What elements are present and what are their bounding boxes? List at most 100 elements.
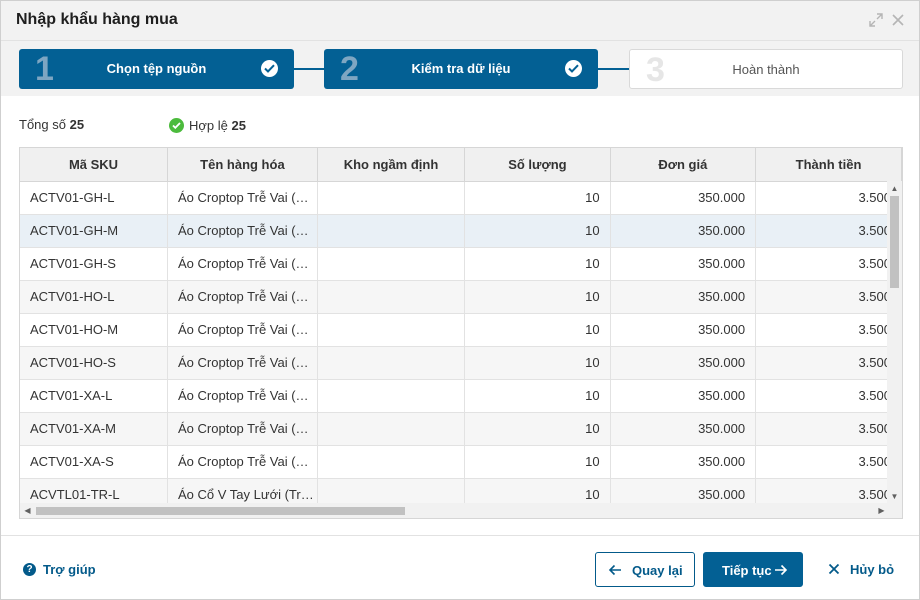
- step-check-data[interactable]: 2 Kiểm tra dữ liệu: [324, 49, 598, 89]
- quantity-cell: 10: [464, 379, 611, 413]
- amount-cell: 3.500: [755, 445, 902, 479]
- step-choose-source[interactable]: 1 Chọn tệp nguồn: [19, 49, 294, 89]
- warehouse-cell: [317, 379, 466, 413]
- warehouse-cell: [317, 412, 466, 446]
- quantity-cell: 10: [464, 214, 611, 248]
- amount-cell: 3.500: [755, 412, 902, 446]
- product-name-cell: Áo Croptop Trễ Vai (…: [167, 379, 318, 413]
- table-row[interactable]: ACTV01-XA-L Áo Croptop Trễ Vai (… 10 350.00…: [20, 379, 902, 413]
- unit-price-cell: 350.000: [610, 313, 757, 347]
- dialog-title: Nhập khẩu hàng mua: [16, 11, 178, 28]
- unit-price-cell: 350.000: [610, 379, 757, 413]
- scroll-left-arrow-icon[interactable]: ◀: [24, 506, 31, 515]
- back-button[interactable]: Quay lại: [595, 552, 695, 587]
- step-number: 2: [340, 50, 359, 88]
- horizontal-scroll-thumb[interactable]: [36, 507, 405, 515]
- cancel-button[interactable]: Hủy bỏ: [819, 552, 905, 587]
- total-label: Tổng số: [19, 117, 66, 132]
- product-name-cell: Áo Croptop Trễ Vai (…: [167, 280, 318, 314]
- unit-price-cell: 350.000: [610, 214, 757, 248]
- step-number: 1: [35, 50, 54, 88]
- amount-cell: 3.500: [755, 247, 902, 281]
- column-header-name[interactable]: Tên hàng hóa: [167, 148, 318, 182]
- column-header-sku[interactable]: Mã SKU: [20, 148, 169, 182]
- table-row[interactable]: ACTV01-HO-S Áo Croptop Trễ Vai (… 10 350.00…: [20, 346, 902, 380]
- table-row[interactable]: ACTV01-XA-S Áo Croptop Trễ Vai (… 10 350.00…: [20, 445, 902, 479]
- total-value: 25: [69, 117, 85, 132]
- step-connector: [598, 68, 629, 70]
- product-name-cell: Áo Croptop Trễ Vai (…: [167, 445, 318, 479]
- step-complete[interactable]: 3 Hoàn thành: [629, 49, 903, 89]
- help-label: Trợ giúp: [43, 562, 96, 577]
- unit-price-cell: 350.000: [610, 280, 757, 314]
- dialog-header: Nhập khẩu hàng mua: [1, 1, 919, 41]
- column-header-warehouse[interactable]: Kho ngầm định: [317, 148, 466, 182]
- sku-cell: ACTV01-GH-S: [20, 247, 169, 281]
- column-header-amount[interactable]: Thành tiền: [755, 148, 902, 182]
- step-connector: [294, 68, 324, 70]
- check-icon: [565, 60, 582, 77]
- vertical-scroll-thumb[interactable]: [890, 196, 899, 288]
- vertical-scrollbar[interactable]: ▲ ▼: [887, 181, 902, 504]
- product-name-cell: Áo Croptop Trễ Vai (…: [167, 313, 318, 347]
- table-row[interactable]: ACTV01-HO-L Áo Croptop Trễ Vai (… 10 350.00…: [20, 280, 902, 314]
- quantity-cell: 10: [464, 181, 611, 215]
- step-label: Chọn tệp nguồn: [106, 61, 207, 76]
- data-table: Mã SKU Tên hàng hóa Kho ngầm định Số lượ…: [20, 148, 902, 512]
- unit-price-cell: 350.000: [610, 181, 757, 215]
- step-label: Kiểm tra dữ liệu: [411, 61, 511, 76]
- table-row[interactable]: ACTV01-HO-M Áo Croptop Trễ Vai (… 10 350.00…: [20, 313, 902, 347]
- quantity-cell: 10: [464, 412, 611, 446]
- sku-cell: ACTV01-GH-L: [20, 181, 169, 215]
- column-header-quantity[interactable]: Số lượng: [464, 148, 611, 182]
- scroll-corner: [887, 503, 902, 518]
- column-header-unit-price[interactable]: Đơn giá: [610, 148, 757, 182]
- table-header-row: Mã SKU Tên hàng hóa Kho ngầm định Số lượ…: [20, 148, 902, 182]
- warehouse-cell: [317, 280, 466, 314]
- warehouse-cell: [317, 214, 466, 248]
- quantity-cell: 10: [464, 280, 611, 314]
- horizontal-scrollbar[interactable]: ◀ ▶: [20, 503, 889, 518]
- close-icon[interactable]: [889, 11, 907, 29]
- unit-price-cell: 350.000: [610, 445, 757, 479]
- unit-price-cell: 350.000: [610, 346, 757, 380]
- table-row[interactable]: ACTV01-XA-M Áo Croptop Trễ Vai (… 10 350.00…: [20, 412, 902, 446]
- scroll-up-arrow-icon[interactable]: ▲: [890, 184, 899, 193]
- continue-button[interactable]: Tiếp tục: [703, 552, 803, 587]
- back-button-label: Quay lại: [632, 563, 683, 578]
- quantity-cell: 10: [464, 247, 611, 281]
- table-row[interactable]: ACTV01-GH-L Áo Croptop Trễ Vai (… 10 350.00…: [20, 181, 902, 215]
- amount-cell: 3.500: [755, 346, 902, 380]
- quantity-cell: 10: [464, 313, 611, 347]
- sku-cell: ACTV01-GH-M: [20, 214, 169, 248]
- product-name-cell: Áo Croptop Trễ Vai (…: [167, 412, 318, 446]
- valid-label: Hợp lệ: [189, 118, 228, 133]
- unit-price-cell: 350.000: [610, 247, 757, 281]
- expand-icon[interactable]: [867, 11, 885, 29]
- footer-divider: [1, 535, 919, 536]
- scroll-right-arrow-icon[interactable]: ▶: [878, 506, 885, 515]
- step-label: Hoàn thành: [732, 62, 800, 77]
- table-row[interactable]: ACTV01-GH-M Áo Croptop Trễ Vai (… 10 350.00…: [20, 214, 902, 248]
- product-name-cell: Áo Croptop Trễ Vai (…: [167, 214, 318, 248]
- product-name-cell: Áo Croptop Trễ Vai (…: [167, 346, 318, 380]
- close-x-icon: [827, 562, 841, 579]
- table-row[interactable]: ACTV01-GH-S Áo Croptop Trễ Vai (… 10 350.00…: [20, 247, 902, 281]
- sku-cell: ACTV01-HO-S: [20, 346, 169, 380]
- scroll-down-arrow-icon[interactable]: ▼: [890, 492, 899, 501]
- product-name-cell: Áo Croptop Trễ Vai (…: [167, 247, 318, 281]
- wizard-steps: 1 Chọn tệp nguồn 2 Kiểm tra dữ liệu 3 Ho…: [1, 41, 919, 96]
- product-name-cell: Áo Croptop Trễ Vai (…: [167, 181, 318, 215]
- total-count: Tổng số 25: [19, 117, 84, 132]
- check-icon: [261, 60, 278, 77]
- help-icon: ?: [23, 563, 36, 576]
- warehouse-cell: [317, 247, 466, 281]
- valid-value: 25: [231, 118, 246, 133]
- arrow-left-icon: [608, 563, 622, 580]
- continue-button-label: Tiếp tục: [722, 563, 772, 578]
- amount-cell: 3.500: [755, 214, 902, 248]
- warehouse-cell: [317, 346, 466, 380]
- sku-cell: ACTV01-XA-S: [20, 445, 169, 479]
- amount-cell: 3.500: [755, 379, 902, 413]
